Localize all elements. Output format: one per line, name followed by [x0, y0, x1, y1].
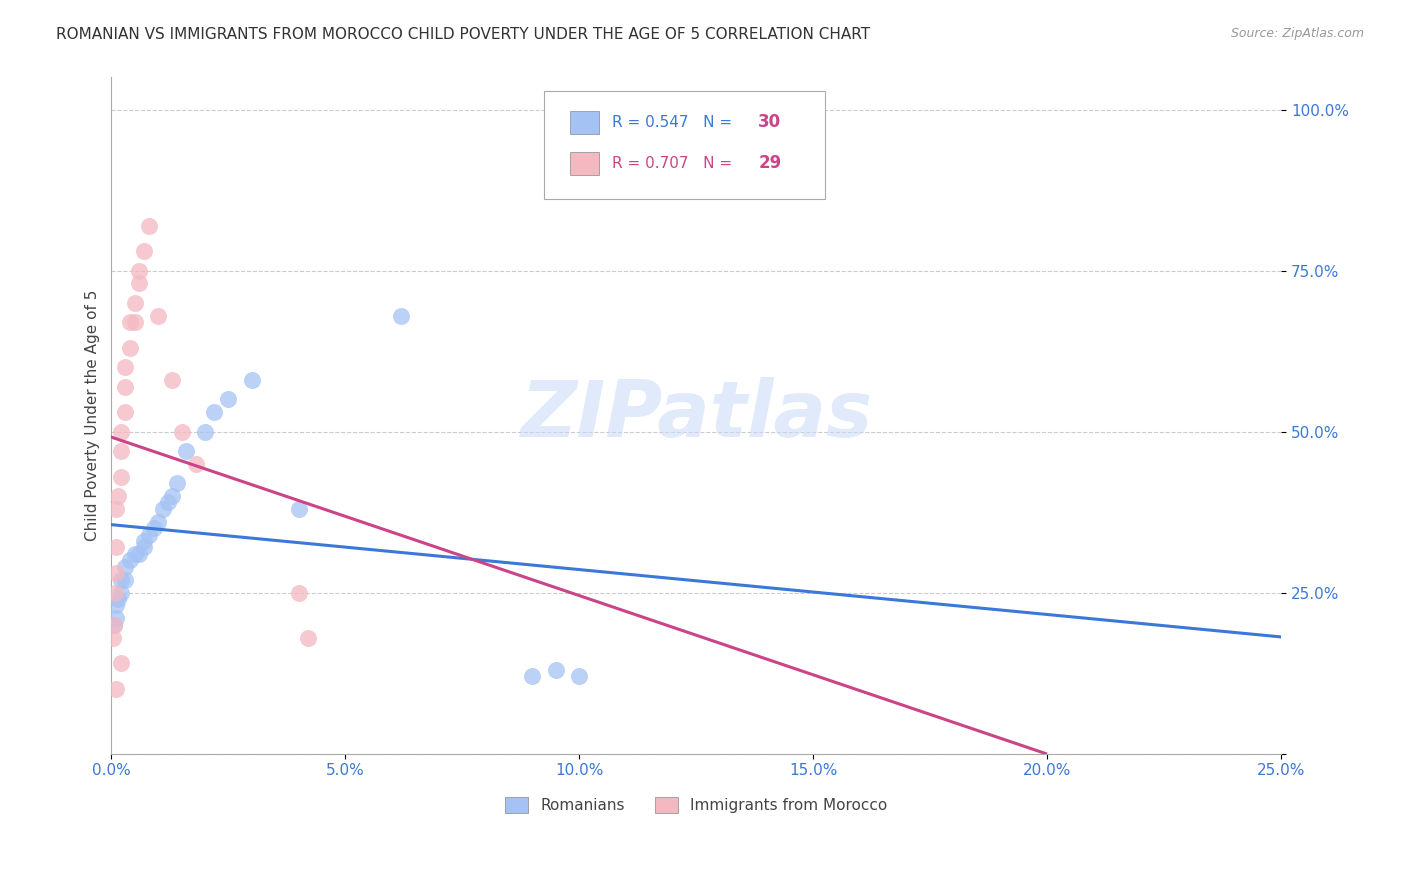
Text: ZIPatlas: ZIPatlas: [520, 377, 872, 453]
Point: [544, 663, 567, 677]
Point: [110, 573, 132, 587]
Point: [114, 360, 136, 375]
Point: [120, 341, 142, 355]
Legend: Romanians, Immigrants from Morocco: Romanians, Immigrants from Morocco: [505, 797, 887, 814]
Point: [134, 244, 156, 259]
Point: [105, 501, 128, 516]
Point: [105, 611, 128, 625]
Point: [166, 476, 188, 491]
Point: [148, 515, 170, 529]
Text: 29: 29: [758, 154, 782, 172]
Point: [217, 392, 239, 407]
Point: [568, 669, 591, 683]
Point: [105, 566, 128, 581]
Point: [124, 547, 146, 561]
Point: [142, 521, 165, 535]
Bar: [569, 152, 599, 176]
Point: [148, 309, 170, 323]
Point: [105, 541, 128, 555]
Point: [103, 617, 125, 632]
Point: [170, 425, 193, 439]
Point: [110, 585, 132, 599]
Bar: [569, 111, 599, 134]
Point: [110, 443, 132, 458]
Text: Source: ZipAtlas.com: Source: ZipAtlas.com: [1230, 27, 1364, 40]
Point: [103, 617, 125, 632]
Point: [124, 295, 146, 310]
Point: [105, 599, 128, 613]
Point: [297, 631, 319, 645]
Point: [160, 489, 183, 503]
Point: [101, 631, 124, 645]
Point: [110, 425, 132, 439]
Point: [104, 585, 127, 599]
Point: [107, 592, 129, 607]
Point: [174, 443, 197, 458]
Point: [134, 541, 156, 555]
Point: [287, 585, 309, 599]
Text: R = 0.547   N =: R = 0.547 N =: [612, 114, 737, 129]
Point: [114, 379, 136, 393]
Point: [114, 559, 136, 574]
Point: [287, 501, 309, 516]
Point: [152, 501, 174, 516]
Point: [128, 263, 150, 277]
Point: [114, 573, 136, 587]
Point: [120, 553, 142, 567]
Point: [124, 315, 146, 329]
Point: [522, 669, 544, 683]
Point: [160, 373, 183, 387]
Text: 30: 30: [758, 113, 782, 131]
Point: [110, 469, 132, 483]
Point: [128, 277, 150, 291]
Point: [107, 489, 129, 503]
Point: [138, 219, 160, 233]
Point: [138, 527, 160, 541]
Point: [202, 405, 225, 419]
Text: R = 0.707   N =: R = 0.707 N =: [612, 156, 737, 170]
Point: [114, 405, 136, 419]
Point: [128, 547, 150, 561]
Point: [391, 309, 413, 323]
Point: [240, 373, 263, 387]
Text: ROMANIAN VS IMMIGRANTS FROM MOROCCO CHILD POVERTY UNDER THE AGE OF 5 CORRELATION: ROMANIAN VS IMMIGRANTS FROM MOROCCO CHIL…: [56, 27, 870, 42]
Y-axis label: Child Poverty Under the Age of 5: Child Poverty Under the Age of 5: [86, 290, 100, 541]
Point: [156, 495, 179, 509]
Point: [105, 682, 128, 697]
Point: [194, 425, 217, 439]
Point: [120, 315, 142, 329]
Point: [134, 534, 156, 549]
FancyBboxPatch shape: [544, 91, 825, 199]
Point: [184, 457, 207, 471]
Point: [110, 657, 132, 671]
